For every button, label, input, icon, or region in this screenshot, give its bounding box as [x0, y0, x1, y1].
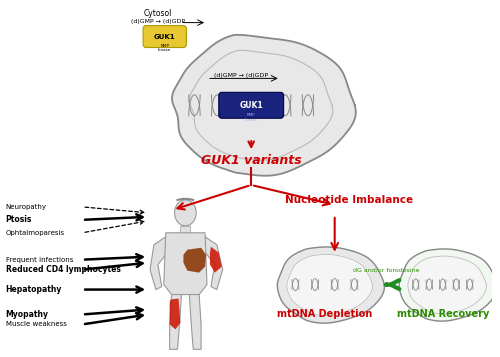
Polygon shape — [210, 247, 222, 273]
Text: NMP
kinase: NMP kinase — [158, 44, 172, 52]
Polygon shape — [150, 237, 170, 290]
Polygon shape — [170, 295, 181, 350]
Ellipse shape — [174, 200, 196, 226]
Text: GUK1: GUK1 — [154, 34, 176, 40]
Text: Hepatopathy: Hepatopathy — [6, 285, 62, 294]
Text: mtDNA Depletion: mtDNA Depletion — [277, 310, 372, 320]
Text: Frequent infections: Frequent infections — [6, 257, 73, 263]
Text: Cytosol: Cytosol — [143, 9, 172, 17]
Text: mtDNA Recovery: mtDNA Recovery — [396, 310, 489, 320]
Text: Nucleotide Imbalance: Nucleotide Imbalance — [286, 195, 414, 205]
Text: Reduced CD4 lymphocytes: Reduced CD4 lymphocytes — [6, 265, 120, 274]
Text: (d)GMP → (d)GDP: (d)GMP → (d)GDP — [131, 19, 185, 24]
Text: Muscle weakness: Muscle weakness — [6, 321, 66, 327]
Text: Neuropathy: Neuropathy — [6, 204, 46, 210]
Polygon shape — [203, 237, 222, 290]
Polygon shape — [164, 233, 207, 295]
Text: GUK1 variants: GUK1 variants — [201, 154, 302, 167]
Text: Myopathy: Myopathy — [6, 310, 48, 319]
Polygon shape — [287, 255, 372, 316]
Text: NMP
kinase: NMP kinase — [245, 113, 258, 122]
Polygon shape — [190, 295, 201, 350]
Polygon shape — [170, 298, 180, 330]
FancyBboxPatch shape — [143, 26, 186, 47]
Text: Ophtalmoparesis: Ophtalmoparesis — [6, 230, 64, 236]
Text: (d)GMP → (d)GDP: (d)GMP → (d)GDP — [214, 73, 268, 78]
Text: dG and/or forodesine: dG and/or forodesine — [353, 267, 420, 272]
Text: GUK1: GUK1 — [240, 101, 263, 110]
Polygon shape — [180, 226, 190, 233]
FancyBboxPatch shape — [219, 92, 284, 118]
Polygon shape — [184, 248, 206, 273]
Text: Ptosis: Ptosis — [6, 215, 32, 224]
Polygon shape — [172, 35, 356, 176]
Polygon shape — [408, 256, 486, 314]
Polygon shape — [278, 247, 384, 323]
Polygon shape — [399, 249, 498, 321]
